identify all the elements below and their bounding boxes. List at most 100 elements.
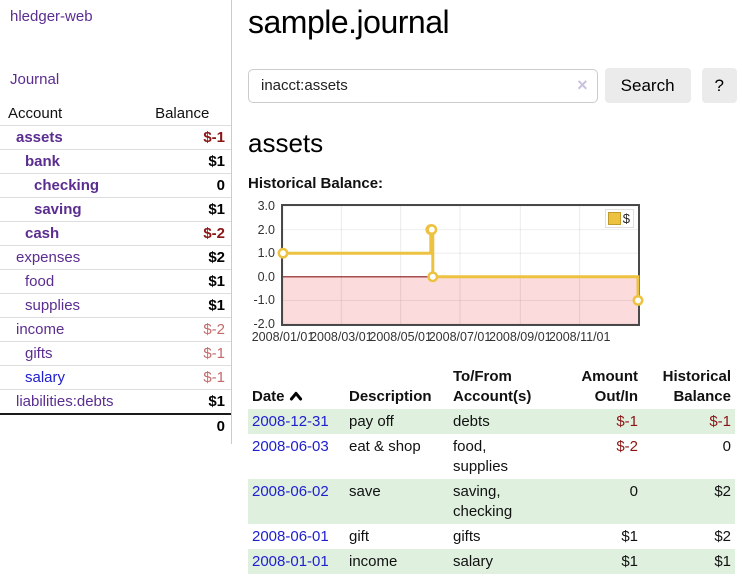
register-row: 2008-12-31 pay off debts $-1 $-1: [248, 409, 735, 434]
chart-canvas: [277, 205, 644, 325]
transaction-date-link[interactable]: 2008-01-01: [252, 553, 329, 570]
account-link-salary[interactable]: salary: [25, 369, 66, 386]
account-row-salary: salary $-1: [0, 365, 231, 390]
transaction-description: income: [345, 549, 449, 574]
register-header-accounts: To/From Account(s): [453, 368, 532, 405]
x-tick-label: 2008/07/01: [428, 330, 492, 344]
app-brand-link[interactable]: hledger-web: [10, 8, 93, 25]
account-link-checking[interactable]: checking: [34, 177, 100, 194]
transaction-description: gift: [349, 528, 370, 545]
transaction-accounts: gifts: [453, 528, 481, 545]
account-balance-salary: $-1: [147, 365, 231, 390]
transaction-accounts: food, supplies: [453, 438, 509, 475]
accounts-total-row: 0: [0, 413, 231, 438]
account-link-bank[interactable]: bank: [25, 153, 61, 170]
account-row-assets: assets $-1: [0, 125, 231, 150]
account-balance-bank: $1: [147, 149, 231, 174]
y-tick-label: 2.0: [257, 222, 275, 237]
y-tick-label: -1.0: [253, 293, 275, 308]
transaction-date-link[interactable]: 2008-06-03: [252, 438, 329, 455]
help-button[interactable]: ?: [701, 68, 737, 103]
chart-title: Historical Balance:: [248, 175, 384, 192]
account-balance-gifts: $-1: [147, 341, 231, 366]
account-row-expenses: expenses $2: [0, 245, 231, 270]
transaction-amount: $1: [621, 528, 638, 545]
transaction-date-link[interactable]: 2008-12-31: [252, 413, 329, 430]
accounts-header-balance: Balance: [147, 102, 231, 126]
account-heading: assets: [248, 128, 324, 158]
balance-chart: 3.0 2.0 1.0 0.0 -1.0 -2.0 $ 2008/01/01 2008/03…: [248, 199, 737, 351]
transaction-description: save: [345, 479, 449, 524]
account-link-assets[interactable]: assets: [16, 129, 63, 146]
chart-plot-area: $: [277, 204, 644, 326]
account-row-cash: cash $-2: [0, 221, 231, 246]
main-content: sample.journal × Search ? assets Histori…: [248, 0, 737, 574]
search-form: × Search ?: [248, 68, 737, 103]
account-balance-income: $-2: [147, 317, 231, 342]
register-header-row: Date Description To/From Account(s) Amou…: [248, 365, 735, 409]
y-tick-label: -2.0: [253, 317, 275, 331]
account-link-food[interactable]: food: [25, 273, 55, 290]
register-header-amount: Amount Out/In: [581, 368, 638, 405]
x-tick-label: 2008/11/01: [548, 330, 611, 344]
accounts-table: Account Balance assets $-1 bank $1 check…: [0, 102, 231, 438]
transaction-date-link[interactable]: 2008-06-02: [252, 483, 329, 500]
account-row-bank: bank $1: [0, 149, 231, 174]
register-row: 2008-06-03 eat & shop food, supplies $-2…: [248, 434, 735, 479]
account-link-expenses[interactable]: expenses: [16, 249, 81, 266]
transaction-accounts: salary: [449, 549, 549, 574]
transaction-description: pay off: [345, 409, 449, 434]
y-tick-label: 1.0: [257, 246, 275, 261]
search-input[interactable]: [248, 68, 598, 103]
register-row: 2008-06-02 save saving, checking 0 $2: [248, 479, 735, 524]
sidebar: hledger-web Journal Account Balance asse…: [0, 0, 232, 444]
account-row-liabilities-debts: liabilities:debts $1: [0, 389, 231, 415]
register-header-balance: Historical Balance: [662, 368, 731, 405]
accounts-total-balance: 0: [147, 413, 231, 438]
register-header-date[interactable]: Date: [248, 365, 345, 409]
account-row-income: income $-2: [0, 317, 231, 342]
transaction-amount: $1: [549, 549, 642, 574]
series-swatch-icon: [607, 212, 621, 225]
transaction-amount: $-1: [549, 409, 642, 434]
clear-search-icon[interactable]: ×: [577, 74, 588, 95]
series-label: $: [622, 211, 630, 226]
transaction-amount: $-2: [616, 438, 638, 455]
account-balance-assets: $-1: [147, 125, 231, 150]
account-row-supplies: supplies $1: [0, 293, 231, 318]
account-link-gifts[interactable]: gifts: [25, 345, 53, 362]
chart-y-axis: 3.0 2.0 1.0 0.0 -1.0 -2.0: [248, 199, 278, 331]
page-title: sample.journal: [248, 4, 450, 40]
y-tick-label: 3.0: [257, 199, 275, 213]
x-tick-label: 2008/09/01: [489, 330, 552, 344]
account-link-saving[interactable]: saving: [34, 201, 82, 218]
transaction-date-link[interactable]: 2008-06-01: [252, 528, 329, 545]
transaction-description: eat & shop: [349, 438, 421, 455]
transaction-accounts: debts: [449, 409, 549, 434]
transaction-balance: 0: [722, 438, 731, 455]
x-tick-label: 2008/01/01: [251, 330, 315, 344]
account-balance-cash: $-2: [147, 221, 231, 246]
accounts-header-account: Account: [0, 102, 148, 126]
x-tick-label: 2008/03/01: [310, 330, 373, 344]
account-link-income[interactable]: income: [16, 321, 65, 338]
y-tick-label: 0.0: [257, 269, 275, 284]
account-link-supplies[interactable]: supplies: [25, 297, 81, 314]
register-table: Date Description To/From Account(s) Amou…: [248, 365, 735, 574]
transaction-amount: 0: [549, 479, 642, 524]
account-link-cash[interactable]: cash: [25, 225, 60, 242]
register-row: 2008-06-01 gift gifts $1 $2: [248, 524, 735, 549]
transaction-balance: $-1: [642, 409, 735, 434]
transaction-balance: $2: [714, 528, 731, 545]
chart-legend: $: [604, 209, 634, 228]
accounts-header-row: Account Balance: [0, 102, 231, 126]
account-balance-saving: $1: [147, 197, 231, 222]
account-balance-food: $1: [147, 269, 231, 294]
search-button[interactable]: Search: [604, 68, 691, 103]
x-tick-label: 2008/05/01: [369, 330, 432, 344]
account-balance-expenses: $2: [147, 245, 231, 270]
account-link-liabilities-debts[interactable]: liabilities:debts: [16, 393, 114, 410]
transaction-balance: $2: [642, 479, 735, 524]
sidebar-item-journal[interactable]: Journal: [10, 71, 60, 88]
sort-ascending-icon: [289, 391, 302, 401]
